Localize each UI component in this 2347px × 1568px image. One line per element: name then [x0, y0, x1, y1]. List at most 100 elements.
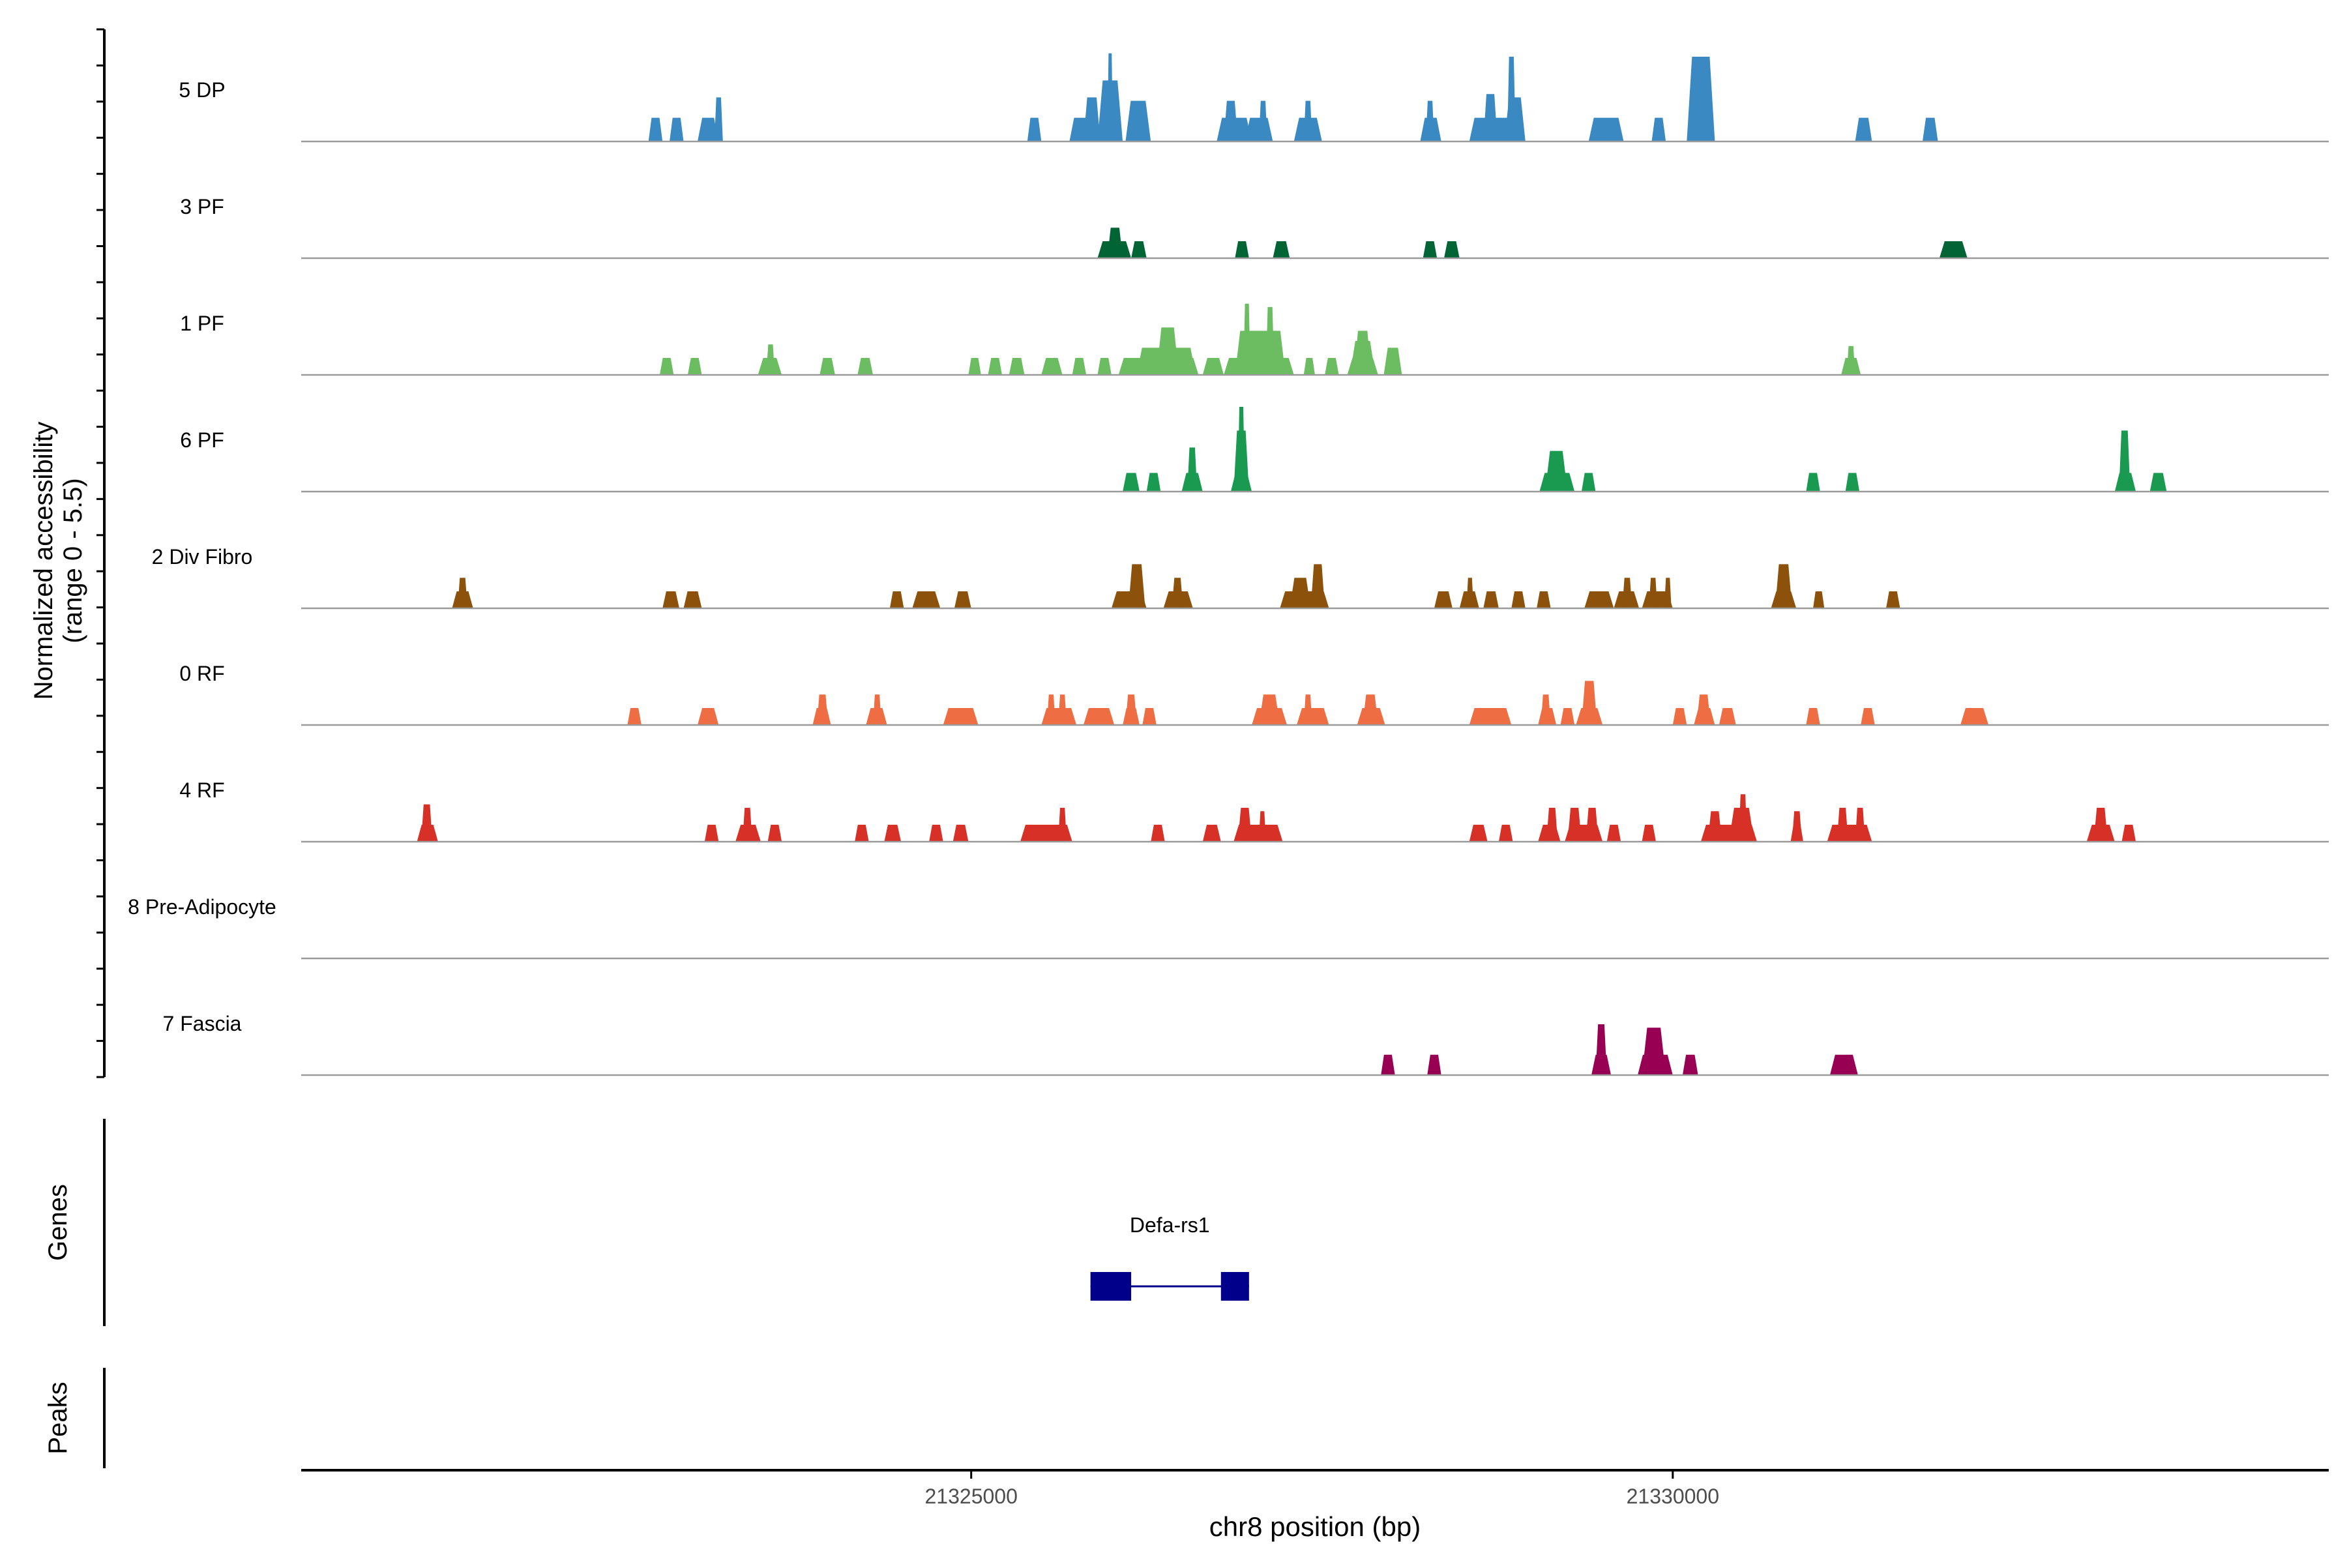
- track-7-fascia: 7 Fascia: [163, 1012, 2329, 1076]
- coverage-peak: [2149, 473, 2167, 492]
- coverage-peak: [1739, 794, 1747, 842]
- coverage-peak: [687, 358, 702, 375]
- coverage-peak: [1846, 346, 1855, 375]
- coverage-peak: [1672, 708, 1687, 725]
- track-4-rf: 4 RF: [179, 778, 2329, 843]
- coverage-peak: [1651, 117, 1666, 141]
- track-label: 1 PF: [180, 312, 224, 335]
- coverage-peak: [1466, 578, 1474, 608]
- x-tick-label: 21325000: [925, 1485, 1018, 1508]
- coverage-peak: [2119, 430, 2131, 492]
- coverage-peak: [648, 117, 663, 141]
- coverage-peak: [1202, 358, 1224, 375]
- coverage-peak: [1107, 228, 1123, 258]
- coverage-peak: [1775, 564, 1792, 608]
- coverage-peak: [1072, 358, 1087, 375]
- coverage-peak: [1642, 825, 1656, 842]
- coverage-peak: [698, 708, 719, 725]
- coverage-peak: [1245, 117, 1273, 141]
- coverage-peak: [627, 708, 642, 725]
- coverage-peak: [1041, 358, 1063, 375]
- coverage-peak: [683, 591, 702, 608]
- coverage-peak: [1128, 564, 1145, 608]
- x-axis: 21325000 21330000 chr8 position (bp): [301, 1469, 2329, 1542]
- coverage-peak: [943, 708, 979, 725]
- coverage-peak: [1243, 303, 1250, 375]
- coverage-peak: [1434, 591, 1453, 608]
- coverage-peak: [1235, 331, 1286, 375]
- coverage-peak: [1595, 1024, 1607, 1075]
- coverage-peak: [458, 578, 467, 608]
- coverage-peak: [988, 358, 1002, 375]
- coverage-peak: [1806, 473, 1820, 492]
- peaks-panel-label: Peaks: [44, 1382, 72, 1454]
- coverage-peak: [819, 358, 835, 375]
- coverage-peak: [1125, 100, 1151, 141]
- coverage-peak: [1290, 578, 1311, 608]
- coverage-peak: [1511, 591, 1526, 608]
- coverage-peak: [1310, 564, 1325, 608]
- coverage-peak: [1483, 591, 1499, 608]
- coverage-peak: [767, 825, 782, 842]
- track-0-rf: 0 RF: [179, 662, 2329, 726]
- coverage-peak: [1156, 327, 1179, 375]
- coverage-peak: [1560, 708, 1575, 725]
- coverage-peak: [1123, 473, 1140, 492]
- track-1-pf: 1 PF: [180, 303, 2329, 376]
- coverage-peak: [1187, 447, 1198, 492]
- coverage-peak: [1146, 473, 1161, 492]
- coverage-peak: [952, 825, 969, 842]
- coverage-peak: [1426, 100, 1434, 141]
- coverage-peak: [1806, 708, 1820, 725]
- coverage-peak: [1664, 578, 1672, 608]
- coverage-peak: [1855, 117, 1872, 141]
- coverage-peak: [1258, 694, 1280, 725]
- coverage-peak: [1297, 708, 1329, 725]
- coverage-peak: [1381, 1054, 1395, 1075]
- coverage-peak: [1237, 808, 1252, 842]
- coverage-peak: [1541, 694, 1551, 725]
- x-axis-title: chr8 position (bp): [1209, 1511, 1421, 1542]
- coverage-peak: [1886, 591, 1900, 608]
- gene-exon: [1090, 1272, 1132, 1301]
- coverage-peak: [1498, 825, 1513, 842]
- coverage-peak: [1837, 808, 1848, 842]
- y-axis-label: Normalized accessibility (range 0 - 5.5): [29, 422, 87, 700]
- coverage-peak: [1861, 708, 1875, 725]
- coverage-peak: [1265, 307, 1275, 375]
- coverage-peak: [2121, 825, 2136, 842]
- coverage-peak: [929, 825, 943, 842]
- coverage-peak: [1224, 100, 1238, 141]
- coverage-peak: [1567, 808, 1582, 842]
- track-5-dp: 5 DP: [179, 53, 2329, 143]
- coverage-peak: [1707, 811, 1722, 842]
- coverage-peak: [1483, 94, 1498, 141]
- coverage-peak: [1354, 331, 1372, 375]
- coverage-peak: [1584, 591, 1614, 608]
- coverage-peak: [1131, 241, 1147, 258]
- coverage-peak: [1151, 825, 1165, 842]
- coverage-peak: [889, 591, 904, 608]
- track-label: 3 PF: [180, 195, 224, 218]
- coverage-peak: [1303, 358, 1315, 375]
- coverage-peak: [1202, 825, 1221, 842]
- coverage-peak: [2093, 808, 2108, 842]
- coverage-peak: [1237, 407, 1245, 492]
- track-label: 7 Fascia: [163, 1012, 242, 1035]
- coverage-peak: [1383, 348, 1402, 375]
- coverage-peak: [1719, 708, 1736, 725]
- coverage-peak: [912, 591, 941, 608]
- coverage-peak: [1687, 57, 1715, 141]
- coverage-peak: [421, 804, 433, 842]
- coverage-peak: [1855, 808, 1865, 842]
- coverage-peak: [817, 694, 829, 725]
- coverage-peak: [1922, 117, 1938, 141]
- coverage-peak: [954, 591, 971, 608]
- track-3-pf: 3 PF: [180, 195, 2329, 259]
- genes-panel: Genes Defa-rs1: [44, 1119, 1249, 1326]
- coverage-peak: [1586, 808, 1599, 842]
- x-tick-label: 21330000: [1627, 1485, 1719, 1508]
- coverage-peak: [1273, 241, 1290, 258]
- coverage-peak: [1444, 241, 1460, 258]
